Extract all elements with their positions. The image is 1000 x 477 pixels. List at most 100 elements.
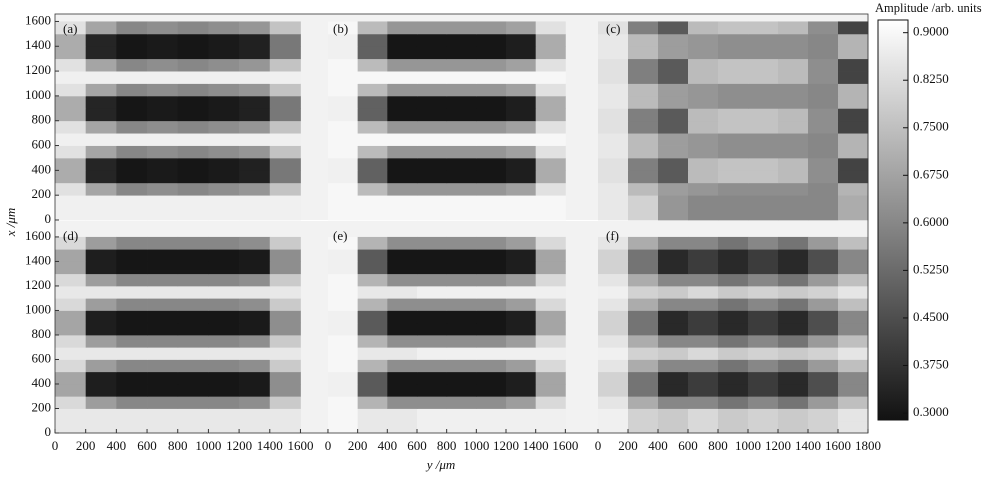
heatmap-cell [177,46,209,60]
panel-label: (c) [606,21,620,36]
x-tick-label: 600 [407,438,427,453]
y-axis-label: x /μm [3,208,18,238]
heatmap-cell [778,408,809,422]
heatmap-cell [838,157,869,171]
x-tick-label: 800 [437,438,457,453]
heatmap-cell [116,334,148,348]
heatmap-cell [658,83,689,97]
heatmap-cell [628,420,659,434]
heatmap-cell [177,21,209,35]
heatmap-cell [748,120,779,134]
colorbar-tick-label: 0.9000 [913,24,949,39]
heatmap-cell [85,21,117,35]
heatmap-cell [808,195,839,208]
heatmap-cell [688,157,719,171]
heatmap-cell [116,58,148,72]
heatmap-cell [476,322,507,336]
heatmap-cell [208,170,240,184]
heatmap-cell [808,371,839,385]
heatmap-cell [416,310,448,324]
heatmap-cell [535,33,566,47]
heatmap-cell [628,157,659,171]
heatmap-cell [838,298,869,311]
heatmap-cell [778,347,809,360]
heatmap-cell [116,21,148,35]
heatmap-cell [357,285,388,299]
heatmap-cell [718,170,749,184]
heatmap-cell [416,298,448,311]
heatmap-cell [628,359,659,373]
heatmap-cell [598,334,629,348]
heatmap-cell [808,249,839,262]
heatmap-cell [116,182,148,196]
heatmap-cell [116,195,148,208]
heatmap-cell [269,108,301,122]
heatmap-cell [778,145,809,159]
heatmap-cell [718,359,749,373]
heatmap-cell [535,249,566,262]
heatmap-cell [628,71,659,84]
y-tick-label: 200 [32,186,52,201]
heatmap-cell [718,95,749,109]
heatmap-cell [718,298,749,311]
heatmap-cell [177,347,209,360]
y-tick-label: 1000 [25,301,51,316]
heatmap-cell [239,249,271,262]
heatmap-cell [535,396,566,409]
heatmap-cell [838,108,869,122]
heatmap-cell [446,371,477,385]
heatmap-cell [658,195,689,208]
heatmap-cell [748,157,779,171]
heatmap-cell [838,95,869,109]
heatmap-cell [327,83,359,97]
heatmap-cell [628,236,659,250]
heatmap-cell [535,420,566,434]
heatmap-cell [476,261,507,275]
heatmap-cell [116,95,148,109]
heatmap-cell [55,207,87,221]
heatmap-cell [628,21,659,35]
colorbar [877,19,909,421]
heatmap-cell [85,83,117,97]
heatmap-cell [778,285,809,299]
heatmap-cell [506,383,537,397]
heatmap-cell [387,261,418,275]
heatmap-cell [208,95,240,109]
heatmap-cell [208,207,240,221]
heatmap-cell [239,21,271,35]
heatmap-cell [85,310,117,324]
heatmap-cell [269,120,301,134]
heatmap-cell [688,249,719,262]
x-tick-label: 1600 [287,438,313,453]
heatmap-cell [327,157,359,171]
heatmap-cell [55,334,87,348]
colorbar-tick-label: 0.5250 [913,261,949,276]
heatmap-cell [177,33,209,47]
heatmap-cell [688,298,719,311]
heatmap-cell [116,285,148,299]
heatmap-cell [85,170,117,184]
heatmap-cell [598,207,629,221]
heatmap-cell [208,58,240,72]
heatmap-cell [446,195,477,208]
heatmap-cell [387,420,418,434]
heatmap-cell [628,347,659,360]
heatmap-cell [357,347,388,360]
heatmap-cell [838,261,869,275]
heatmap-cell [116,120,148,134]
heatmap-cell [598,33,629,47]
heatmap-cell [116,236,148,250]
heatmap-cell [535,322,566,336]
heatmap-cell [748,46,779,60]
heatmap-cell [535,120,566,134]
heatmap-cell [446,33,477,47]
heatmap-cell [535,83,566,97]
heatmap-cell [688,383,719,397]
heatmap-cell [535,170,566,184]
heatmap-cell [748,133,779,146]
y-tick-label: 1400 [25,252,51,267]
heatmap-cell [357,298,388,311]
heatmap-cell [116,420,148,434]
heatmap-cell [327,33,359,47]
heatmap-cell [177,371,209,385]
